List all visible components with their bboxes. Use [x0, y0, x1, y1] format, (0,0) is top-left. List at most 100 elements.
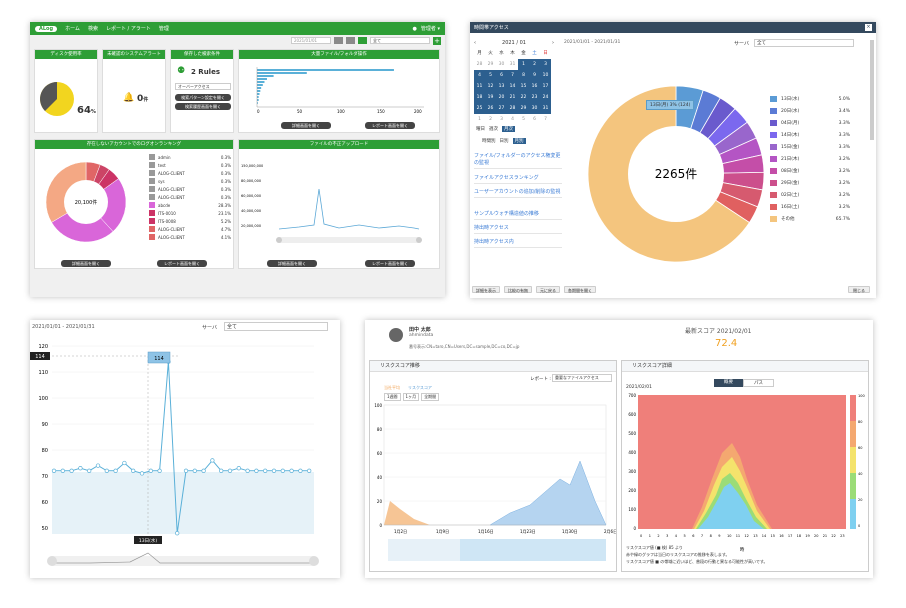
calendar-day[interactable]: 29	[487, 62, 494, 67]
rule-select[interactable]: オーバーアクセス	[175, 83, 231, 90]
calendar-day[interactable]: 3	[500, 117, 503, 122]
show-detail-button[interactable]: 詳細を表示	[472, 286, 500, 293]
legend-score[interactable]: リスクスコア	[408, 385, 432, 390]
legend-item[interactable]: 29日(金) 3.2%	[770, 180, 850, 186]
calendar-day[interactable]: 2	[529, 59, 540, 70]
ranking-row[interactable]: admin 0.3%	[149, 153, 231, 161]
side-link[interactable]: 持出時アクセス内	[474, 236, 562, 248]
back-button[interactable]: 元に戻る	[536, 286, 560, 293]
legend-item[interactable]: 14日(木) 3.3%	[770, 132, 850, 138]
ranking-row[interactable]: abcde 28.3%	[149, 201, 231, 209]
tab-month2[interactable]: 月別	[512, 138, 526, 144]
calendar-day[interactable]: 9	[529, 70, 540, 81]
open-report-button[interactable]: レポート画面を開く	[157, 260, 207, 267]
filter-button[interactable]	[334, 37, 343, 44]
legend-item[interactable]: 16日(土) 3.2%	[770, 204, 850, 210]
side-link[interactable]: ユーザーアカウントの追加/削除の監視	[474, 186, 562, 198]
server-select[interactable]: 全て	[754, 39, 854, 47]
calendar-day[interactable]: 29	[518, 103, 529, 114]
calendar-day[interactable]: 30	[498, 62, 505, 67]
legend-item[interactable]: 04日(月) 3.3%	[770, 120, 850, 126]
calendar-day[interactable]: 7	[544, 117, 547, 122]
prev-month-icon[interactable]: ‹	[474, 40, 476, 46]
calendar-day[interactable]: 11	[474, 81, 485, 92]
calendar-day[interactable]: 14	[507, 81, 518, 92]
compare-button[interactable]: 比較の有無	[504, 286, 532, 293]
open-detail-button[interactable]: 詳細画面を開く	[61, 260, 111, 267]
calendar-day[interactable]: 17	[540, 81, 551, 92]
side-link[interactable]: 持出時アクセス	[474, 222, 562, 234]
server-select[interactable]: 全て	[370, 37, 430, 44]
close-button[interactable]: 閉じる	[848, 286, 870, 293]
calendar-day[interactable]: 12	[485, 81, 496, 92]
open-search-pattern-button[interactable]: 検索パターン設定を開く	[175, 94, 231, 101]
add-widget-button[interactable]: +	[433, 36, 441, 45]
calendar-day[interactable]: 22	[518, 92, 529, 103]
side-link[interactable]: ファイル/フォルダーのアクセス権変更の監視	[474, 150, 562, 169]
tab-path[interactable]: パス	[743, 379, 774, 387]
calendar-day[interactable]: 18	[474, 92, 485, 103]
tab-weekday[interactable]: 曜日	[476, 127, 485, 132]
ranking-row[interactable]: sys 0.3%	[149, 177, 231, 185]
help-icon[interactable]: ●	[412, 25, 417, 32]
nav-search[interactable]: 検索	[87, 26, 98, 32]
calendar-day[interactable]: 26	[485, 103, 496, 114]
calendar-day[interactable]: 7	[507, 70, 518, 81]
tab-overview[interactable]: 概要	[714, 379, 743, 387]
calendar-day[interactable]: 4	[474, 70, 485, 81]
range-month-button[interactable]: 1ヶ月	[402, 393, 420, 401]
side-link[interactable]: ファイルアクセスランキング	[474, 172, 562, 184]
legend-item[interactable]: 20日(水) 3.4%	[770, 108, 850, 114]
ranking-row[interactable]: ALOG-CLIENT 4.1%	[149, 233, 231, 241]
legend-item[interactable]: 13日(水) 5.0%	[770, 96, 850, 102]
range-week-button[interactable]: 1週間	[384, 393, 401, 401]
scrollbar[interactable]	[870, 40, 874, 140]
user-menu[interactable]: 管理者 ▾	[420, 26, 440, 32]
ranking-row[interactable]: test 0.3%	[149, 161, 231, 169]
range-all-button[interactable]: 全期間	[421, 393, 440, 401]
legend-item[interactable]: 15日(金) 3.3%	[770, 144, 850, 150]
nav-admin[interactable]: 管理	[158, 26, 169, 32]
calendar-day[interactable]: 31	[540, 103, 551, 114]
report-select[interactable]: 重要なファイルアクセス	[552, 374, 612, 382]
calendar-day[interactable]: 20	[496, 92, 507, 103]
ranking-row[interactable]: ALOG-CLIENT 0.3%	[149, 169, 231, 177]
open-report-button[interactable]: レポート画面を開く	[365, 122, 415, 129]
open-detail-button[interactable]: 詳細画面を開く	[281, 122, 331, 129]
calendar-day[interactable]: 25	[474, 103, 485, 114]
open-search-history-button[interactable]: 検索履歴画面を開く	[175, 103, 231, 110]
legend-item[interactable]: 08日(金) 3.2%	[770, 168, 850, 174]
legend-average[interactable]: 当社平均	[384, 385, 400, 390]
calendar-day[interactable]: 19	[485, 92, 496, 103]
calendar-day[interactable]: 24	[540, 92, 551, 103]
calendar-day[interactable]: 28	[476, 62, 483, 67]
calendar-day[interactable]: 27	[496, 103, 507, 114]
filter-button[interactable]	[346, 37, 355, 44]
calendar-day[interactable]: 5	[485, 70, 496, 81]
calendar-day[interactable]: 23	[529, 92, 540, 103]
ranking-row[interactable]: ALOG-CLIENT 4.7%	[149, 225, 231, 233]
date-input[interactable]: 2021/01/01	[291, 37, 331, 44]
open-report-button[interactable]: レポート画面を開く	[365, 260, 415, 267]
next-month-icon[interactable]: ›	[551, 40, 554, 46]
calendar-day[interactable]: 31	[509, 62, 516, 67]
tab-week[interactable]: 週次	[489, 127, 498, 132]
calendar-day[interactable]: 10	[540, 70, 551, 81]
ranking-row[interactable]: ALOG-CLIENT 0.3%	[149, 193, 231, 201]
tab-hour[interactable]: 時間別	[482, 139, 496, 144]
nav-report[interactable]: レポート / アラート	[105, 26, 151, 32]
calendar-day[interactable]: 1	[478, 117, 481, 122]
close-icon[interactable]: ×	[865, 24, 872, 31]
calendar-day[interactable]: 2	[489, 117, 492, 122]
calendar-day[interactable]: 5	[522, 117, 525, 122]
calendar-day[interactable]: 6	[496, 70, 507, 81]
ranking-row[interactable]: ALOG-CLIENT 0.3%	[149, 185, 231, 193]
calendar-day[interactable]: 4	[511, 117, 514, 122]
side-link[interactable]: サンプルウォチ構造値の推移	[474, 208, 562, 220]
ranking-row[interactable]: ITS-0010 23.1%	[149, 209, 231, 217]
calendar-day[interactable]: 30	[529, 103, 540, 114]
calendar-day[interactable]: 13	[496, 81, 507, 92]
server-select[interactable]: 全て	[224, 322, 328, 331]
calendar-day[interactable]: 8	[518, 70, 529, 81]
nav-home[interactable]: ホーム	[65, 26, 80, 32]
